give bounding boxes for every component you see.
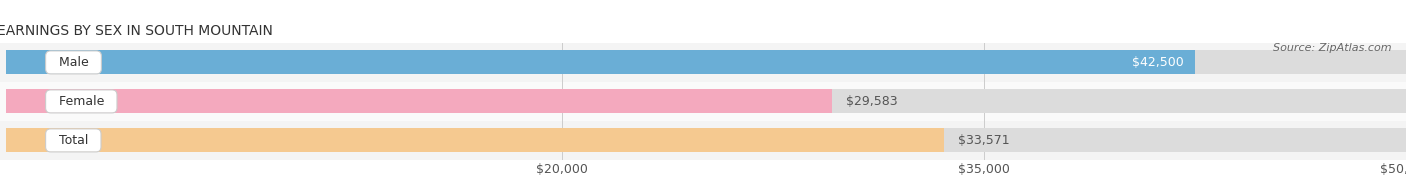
Bar	[6, 89, 1406, 113]
Text: Source: ZipAtlas.com: Source: ZipAtlas.com	[1274, 43, 1392, 53]
Text: $29,583: $29,583	[846, 95, 897, 108]
Text: EARNINGS BY SEX IN SOUTH MOUNTAIN: EARNINGS BY SEX IN SOUTH MOUNTAIN	[0, 24, 273, 38]
Text: $33,571: $33,571	[957, 134, 1010, 147]
Text: Male: Male	[51, 56, 97, 69]
Bar	[6, 89, 832, 113]
Bar	[0, 43, 1406, 82]
Bar	[6, 128, 1406, 152]
Bar	[6, 128, 943, 152]
Bar	[0, 82, 1406, 121]
Text: $42,500: $42,500	[1132, 56, 1184, 69]
Text: Total: Total	[51, 134, 96, 147]
Bar	[0, 121, 1406, 160]
Bar	[6, 50, 1195, 74]
Text: Female: Female	[51, 95, 112, 108]
Bar	[6, 50, 1406, 74]
